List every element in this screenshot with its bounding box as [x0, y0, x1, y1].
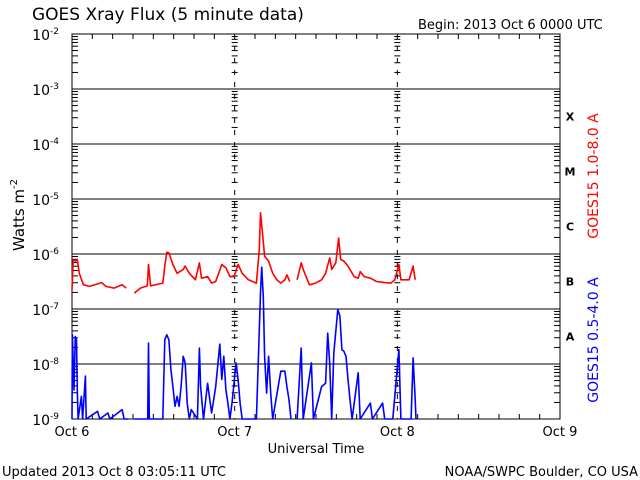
- series-line-short-channel: [134, 266, 292, 420]
- plot-frame: [71, 33, 561, 420]
- y-axis-label-unit: Watts m: [10, 189, 28, 251]
- series-layer: [71, 212, 417, 420]
- flare-class-b: B: [566, 276, 574, 289]
- legend-short-channel: GOES15 0.5-4.0 A: [586, 277, 602, 403]
- y-tick-exponent: -3: [50, 82, 59, 92]
- y-tick-exponent: -5: [50, 192, 59, 202]
- x-tick-label: Oct 9: [543, 425, 578, 440]
- grid-layer: [72, 33, 560, 420]
- y-tick-base: 10: [32, 83, 50, 99]
- y-tick-exponent: -6: [50, 247, 59, 257]
- updated-timestamp: Updated 2013 Oct 8 03:05:11 UTC: [2, 465, 226, 480]
- y-tick-label: 10-2: [32, 27, 59, 44]
- flare-class-c: C: [566, 221, 574, 234]
- y-tick-exponent: -8: [50, 357, 59, 367]
- series-line-long-channel: [296, 237, 416, 286]
- flare-class-a: A: [566, 331, 575, 344]
- y-tick-base: 10: [32, 413, 50, 429]
- y-tick-label: 10-6: [32, 247, 59, 264]
- y-tick-label: 10-7: [32, 302, 59, 319]
- begin-label: Begin: 2013 Oct 6 0000 UTC: [418, 18, 603, 33]
- legend-long-channel: GOES15 1.0-8.0 A: [586, 113, 602, 239]
- series-line-long-channel: [133, 212, 291, 294]
- x-axis-label: Universal Time: [268, 442, 365, 457]
- y-tick-exponent: -7: [50, 302, 59, 312]
- y-tick-base: 10: [32, 138, 50, 154]
- y-tick-label: 10-8: [32, 357, 59, 374]
- x-tick-label: Oct 6: [55, 425, 90, 440]
- y-tick-base: 10: [32, 28, 50, 44]
- y-tick-label: 10-9: [32, 412, 59, 429]
- y-tick-exponent: -2: [50, 27, 59, 37]
- y-axis-label-exponent: -2: [9, 179, 20, 189]
- y-tick-base: 10: [32, 303, 50, 319]
- y-tick-base: 10: [32, 248, 50, 264]
- y-tick-label: 10-3: [32, 82, 59, 99]
- series-line-short-channel: [71, 334, 129, 420]
- chart-title: GOES Xray Flux (5 minute data): [32, 5, 304, 25]
- y-tick-label: 10-5: [32, 192, 59, 209]
- x-tick-label: Oct 8: [380, 425, 415, 440]
- series-line-long-channel: [71, 258, 127, 290]
- y-tick-base: 10: [32, 193, 50, 209]
- flare-class-x: X: [566, 111, 575, 124]
- x-tick-label: Oct 7: [217, 425, 252, 440]
- y-axis-label: Watts m-2: [9, 179, 28, 251]
- y-tick-label: 10-4: [32, 137, 59, 154]
- flare-class-m: M: [565, 166, 576, 179]
- axes-layer: [71, 33, 561, 420]
- labels-layer: Oct 6 Oct 7 Oct 8 Oct 910-210-310-410-510-6…: [32, 27, 577, 440]
- data-source: NOAA/SWPC Boulder, CO USA: [445, 465, 638, 480]
- y-tick-base: 10: [32, 358, 50, 374]
- y-tick-exponent: -9: [50, 412, 59, 422]
- series-line-short-channel: [296, 308, 417, 420]
- y-tick-exponent: -4: [50, 137, 59, 147]
